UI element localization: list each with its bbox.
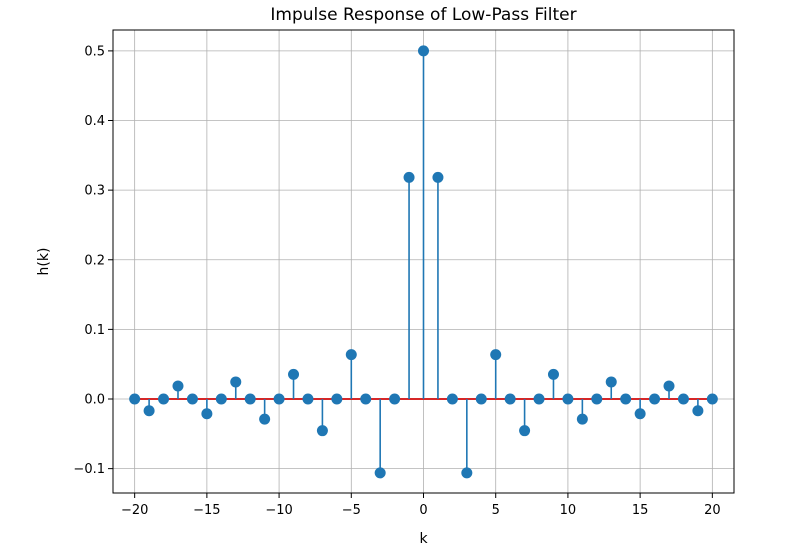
stem-marker — [490, 349, 502, 361]
stem-marker — [158, 393, 170, 405]
x-tick-label: −20 — [121, 503, 148, 518]
chart-title: Impulse Response of Low-Pass Filter — [270, 5, 576, 25]
y-tick-label: 0.1 — [84, 323, 105, 338]
stem-marker — [201, 408, 213, 420]
stem-marker — [547, 368, 559, 380]
x-tick-label: −15 — [193, 503, 220, 518]
tick-layer — [108, 50, 713, 498]
x-axis-label: k — [419, 531, 428, 547]
stem-marker — [533, 393, 545, 405]
stem-marker — [172, 380, 184, 392]
stem-marker — [129, 393, 141, 405]
stem-marker — [649, 393, 661, 405]
stem-marker — [461, 467, 473, 479]
y-axis-label: h(k) — [36, 248, 52, 276]
stem-marker — [316, 425, 328, 437]
y-tick-label: 0.2 — [84, 253, 105, 268]
stem-marker — [418, 45, 429, 57]
stem-marker — [432, 171, 444, 183]
x-tick-label: 10 — [560, 503, 577, 518]
stem-marker — [706, 393, 718, 405]
stem-marker — [692, 405, 704, 417]
stem-marker — [562, 393, 574, 405]
y-tick-label: 0.4 — [84, 114, 105, 129]
stem-marker — [389, 393, 401, 405]
stem-marker — [620, 393, 632, 405]
tick-label-layer: −20 −15 −10 −5 0 5 10 15 20 −0.1 0.0 0.1 0.2 0.3 0.4 0.… — [73, 44, 720, 518]
x-tick-label: 20 — [704, 503, 721, 518]
y-tick-label: 0.0 — [84, 393, 105, 408]
stem-marker — [259, 413, 271, 425]
stem-marker — [634, 408, 646, 420]
stem-marker — [143, 405, 155, 417]
stem-marker — [331, 393, 343, 405]
stem-marker — [288, 368, 300, 380]
x-tick-label: 15 — [632, 503, 649, 518]
stem-marker — [360, 393, 372, 405]
stem-marker — [186, 393, 198, 405]
x-tick-label: 5 — [492, 503, 500, 518]
y-tick-label: 0.3 — [84, 184, 105, 199]
stem-marker — [504, 393, 516, 405]
stem-marker — [374, 467, 386, 479]
stem-marker — [475, 393, 487, 405]
stem-marker — [345, 349, 357, 361]
stem-marker — [576, 413, 588, 425]
y-tick-label: −0.1 — [73, 462, 105, 477]
stem-marker — [215, 393, 227, 405]
marker-layer — [129, 45, 718, 479]
stem-marker — [403, 171, 415, 183]
stem-marker — [230, 376, 242, 388]
stem-marker — [302, 393, 314, 405]
stem-marker — [244, 393, 256, 405]
stem-marker — [519, 425, 531, 437]
stem-marker — [677, 393, 689, 405]
stem-marker — [446, 393, 458, 405]
stem-marker — [273, 393, 285, 405]
y-tick-label: 0.5 — [84, 44, 105, 59]
stem-marker — [591, 393, 603, 405]
x-tick-label: −5 — [342, 503, 361, 518]
stem-marker — [663, 380, 675, 392]
x-tick-label: 0 — [419, 503, 427, 518]
stem-marker — [605, 376, 617, 388]
x-tick-label: −10 — [265, 503, 292, 518]
